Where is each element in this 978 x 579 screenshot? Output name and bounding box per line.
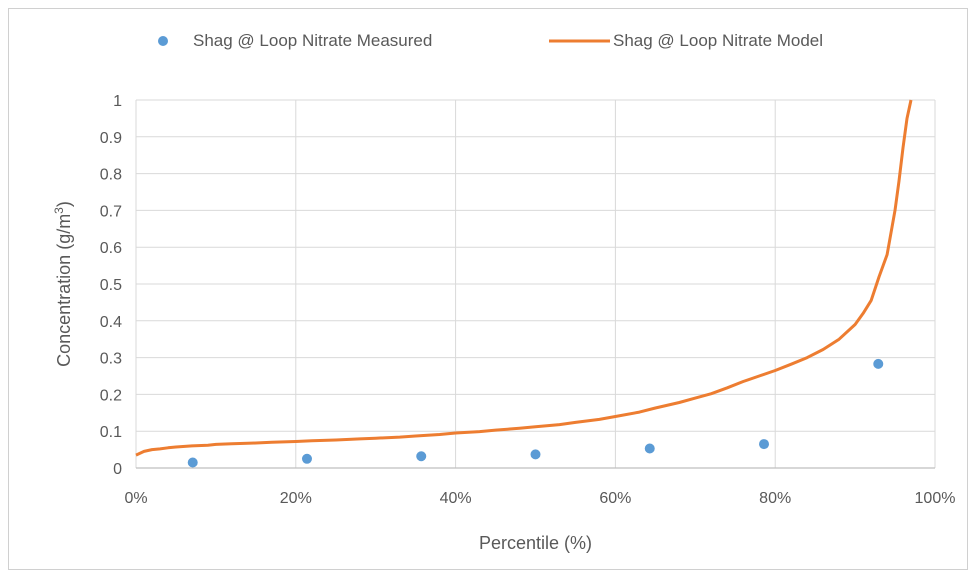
legend-marker-measured xyxy=(158,36,168,46)
measured-point xyxy=(759,439,770,450)
x-tick-label: 20% xyxy=(280,490,312,507)
measured-point xyxy=(644,443,655,454)
y-tick-label: 0.7 xyxy=(100,203,122,220)
y-tick-label: 1 xyxy=(113,93,122,110)
y-axis-title-main: Concentration (g/m xyxy=(54,214,74,367)
y-tick-label: 0 xyxy=(113,461,122,478)
legend-label-measured: Shag @ Loop Nitrate Measured xyxy=(193,31,432,50)
y-axis-title-superscript: 3 xyxy=(52,207,66,214)
x-tick-label: 40% xyxy=(440,490,472,507)
y-tick-label: 0.9 xyxy=(100,130,122,147)
axes: 0 0.1 0.2 0.3 0.4 0.5 0.6 0.7 0.8 0.9 1 0% 20% 40% 60%… xyxy=(100,93,956,507)
model-line xyxy=(135,99,913,457)
data-series xyxy=(135,99,913,468)
y-axis-title: Concentration (g/m3) xyxy=(52,201,74,367)
measured-point xyxy=(873,358,884,369)
measured-point xyxy=(530,449,541,460)
x-tick-label: 100% xyxy=(915,490,956,507)
y-tick-label: 0.1 xyxy=(100,424,122,441)
y-tick-label: 0.3 xyxy=(100,351,122,368)
y-axis-title-end: ) xyxy=(54,201,74,207)
y-tick-label: 0.4 xyxy=(100,314,122,331)
y-tick-label: 0.5 xyxy=(100,277,122,294)
legend-label-model: Shag @ Loop Nitrate Model xyxy=(613,31,823,50)
nitrate-percentile-chart: 0 0.1 0.2 0.3 0.4 0.5 0.6 0.7 0.8 0.9 1 0% 20% 40% 60%… xyxy=(52,31,956,553)
y-tick-label: 0.8 xyxy=(100,167,122,184)
chart-frame: 0 0.1 0.2 0.3 0.4 0.5 0.6 0.7 0.8 0.9 1 0% 20% 40% 60%… xyxy=(8,8,968,570)
measured-point xyxy=(187,457,198,468)
x-tick-label: 60% xyxy=(599,490,631,507)
y-tick-label: 0.6 xyxy=(100,240,122,257)
x-axis-title: Percentile (%) xyxy=(479,533,592,553)
y-tick-label: 0.2 xyxy=(100,387,122,404)
grid-lines xyxy=(135,99,936,468)
x-tick-label: 0% xyxy=(124,490,147,507)
legend: Shag @ Loop Nitrate Measured Shag @ Loop … xyxy=(158,31,823,50)
measured-point xyxy=(301,453,312,464)
measured-point xyxy=(416,451,427,462)
x-tick-label: 80% xyxy=(759,490,791,507)
